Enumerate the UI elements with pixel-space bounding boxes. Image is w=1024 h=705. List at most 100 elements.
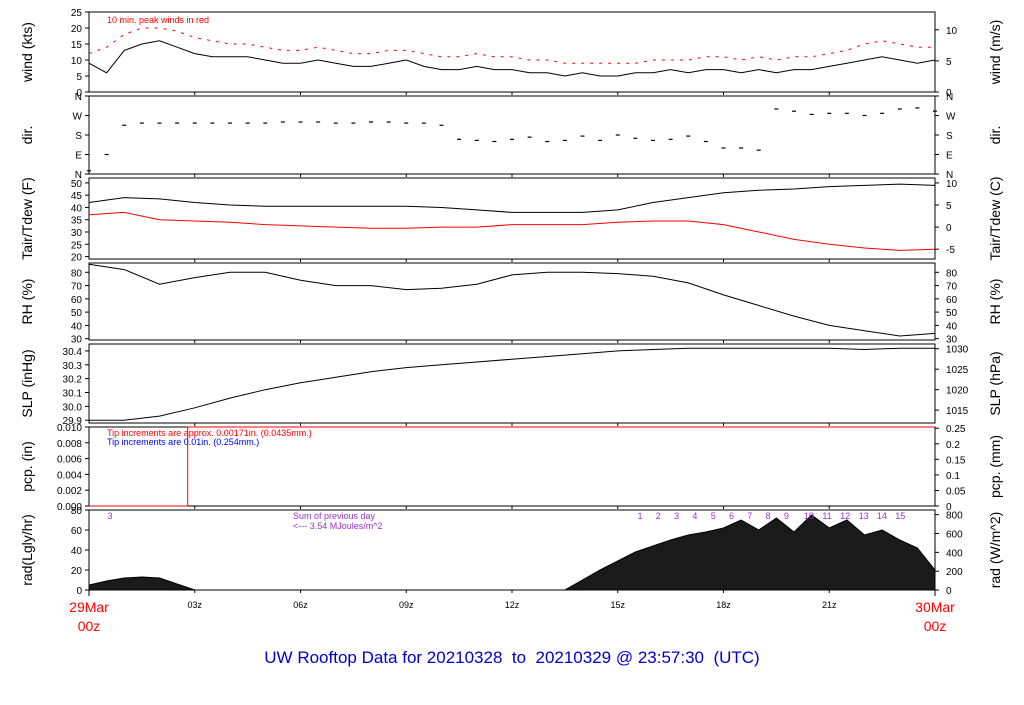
dir-ytick-label: E [75, 151, 82, 162]
pcp-ytick-right-label: 0.15 [946, 455, 966, 466]
wind-ytick-right-label: 0 [946, 88, 952, 99]
rh-ylabel-left: RH (%) [19, 279, 35, 325]
wind-ytick-label: 0 [76, 88, 82, 99]
pcp-series-line [89, 426, 935, 507]
wind-ytick-label: 10 [71, 56, 83, 67]
rh-ytick-label: 60 [71, 295, 83, 306]
rad-ytick-label: 20 [71, 566, 83, 577]
wind-ytick-label: 15 [71, 40, 83, 51]
time-tick-label: 09z [399, 600, 414, 610]
temp-frame [88, 177, 936, 260]
temp-ylabel-left: Tair/Tdew (F) [19, 177, 35, 259]
slp-ylabel-right: SLP (hPa) [987, 351, 1003, 415]
pcp-ytick-right-label: 0 [946, 502, 952, 513]
slp-ytick-label: 30.1 [63, 389, 83, 400]
dir-ytick-right-label: E [946, 151, 953, 162]
wind-series-line [88, 27, 935, 64]
slp-ytick-label: 29.9 [63, 416, 83, 427]
dir-ylabel-left: dir. [19, 126, 35, 145]
pcp-ytick-label: 0.002 [57, 486, 82, 497]
temp-ytick-label: 35 [71, 216, 83, 227]
slp-ytick-right-label: 1025 [946, 365, 969, 376]
rad-ytick-right-label: 400 [946, 548, 963, 559]
rad-sum-label: Sum of previous day [293, 511, 376, 521]
temp-ytick-label: 20 [71, 253, 83, 264]
rad-hour-label: 2 [656, 511, 661, 521]
rh-ytick-label: 70 [71, 282, 83, 293]
dir-ytick-label: N [75, 92, 82, 103]
wind-series-line [88, 40, 936, 77]
rad-hour-label: 11 [822, 511, 831, 521]
dir-ytick-label: W [73, 112, 83, 123]
pcp-ytick-right-label: 0.1 [946, 471, 960, 482]
rad-ytick-right-label: 800 [946, 511, 963, 522]
rad-hour-label: 14 [877, 511, 887, 521]
rad-ytick-right-label: 0 [946, 586, 952, 597]
slp-ytick-right-label: 1020 [946, 386, 969, 397]
temp-series-line [88, 183, 936, 213]
rh-ytick-label: 50 [71, 308, 83, 319]
pcp-ytick-right-label: 0.25 [946, 424, 966, 435]
rh-ytick-right-label: 40 [946, 321, 958, 332]
slp-ytick-label: 30.2 [63, 375, 83, 386]
dir-frame [88, 95, 936, 175]
temp-ytick-right-label: -5 [946, 245, 955, 256]
rad-hour-label: 13 [859, 511, 869, 521]
dir-ytick-right-label: W [946, 112, 956, 123]
pcp-ytick-label: 0.010 [57, 423, 82, 434]
slp-frame [88, 343, 936, 424]
wind-annotation: 10 min. peak winds in red [107, 15, 209, 25]
rad-ytick-right-label: 200 [946, 567, 963, 578]
rh-ylabel-right: RH (%) [987, 279, 1003, 325]
temp-ytick-label: 25 [71, 240, 83, 251]
wind-ytick-label: 5 [76, 72, 82, 83]
time-tick-label: 18z [716, 600, 731, 610]
pcp-ylabel-left: pcp. (in) [19, 441, 35, 492]
rad-ytick-right-label: 600 [946, 530, 963, 541]
temp-ytick-label: 50 [71, 179, 83, 190]
time-tick-label: 12z [505, 600, 520, 610]
time-end-date: 30Mar [915, 599, 955, 615]
rad-hour-label: 15 [895, 511, 905, 521]
time-tick-label: 21z [822, 600, 837, 610]
footer-title: UW Rooftop Data for 20210328 to 20210329… [264, 648, 760, 667]
rad-ytick-label: 60 [71, 526, 83, 537]
rad-sum-value: <--- 3.54 MJoules/m^2 [293, 521, 383, 531]
dir-ytick-right-label: N [946, 92, 953, 103]
wind-ytick-label: 25 [71, 8, 83, 19]
wind-ytick-label: 20 [71, 24, 83, 35]
wind-ytick-right-label: 10 [946, 26, 958, 37]
rad-ylabel-left: rad(Lgly/hr) [19, 514, 35, 586]
slp-ytick-right-label: 1030 [946, 345, 969, 356]
rad-hour-label: 8 [766, 511, 771, 521]
time-tick-label: 03z [187, 600, 202, 610]
rad-hour-label: 1 [637, 511, 642, 521]
rad-hour-label: 7 [747, 511, 752, 521]
rad-hour-label: 3 [107, 511, 112, 521]
wind-frame [88, 11, 936, 93]
rad-ytick-label: 40 [71, 546, 83, 557]
rad-hour-label: 5 [711, 511, 716, 521]
dir-ytick-right-label: N [946, 170, 953, 181]
temp-ytick-right-label: 5 [946, 201, 952, 212]
rad-hour-label: 6 [729, 511, 734, 521]
temp-ytick-label: 40 [71, 203, 83, 214]
pcp-note-blue: Tip increments are 0.01in. (0.254mm.) [107, 437, 259, 447]
rh-ytick-label: 40 [71, 321, 83, 332]
rad-hour-label: 9 [784, 511, 789, 521]
rad-ytick-label: 80 [71, 506, 83, 517]
time-tick-label: 15z [610, 600, 625, 610]
pcp-note-red: Tip increments are approx. 0.00171in. (0… [107, 428, 312, 438]
rad-hour-label: 3 [674, 511, 679, 521]
rh-ytick-right-label: 80 [946, 268, 958, 279]
rh-ytick-right-label: 60 [946, 295, 958, 306]
slp-ylabel-left: SLP (inHg) [19, 349, 35, 417]
slp-series-line [89, 347, 935, 421]
pcp-ytick-label: 0.006 [57, 455, 82, 466]
dir-ytick-right-label: S [946, 131, 953, 142]
temp-ytick-label: 45 [71, 191, 83, 202]
slp-ytick-label: 30.3 [63, 361, 83, 372]
wind-ytick-right-label: 5 [946, 57, 952, 68]
